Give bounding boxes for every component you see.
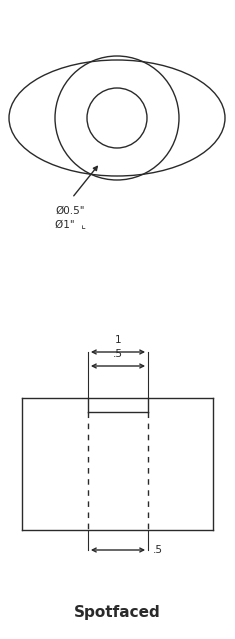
Text: Ø1"  ⌞: Ø1" ⌞ [55, 219, 86, 229]
Text: Ø0.5": Ø0.5" [55, 206, 85, 216]
Text: .5: .5 [153, 545, 163, 555]
Text: .5: .5 [113, 349, 123, 359]
Text: Spotfaced: Spotfaced [74, 604, 160, 619]
Text: 1: 1 [115, 335, 121, 345]
